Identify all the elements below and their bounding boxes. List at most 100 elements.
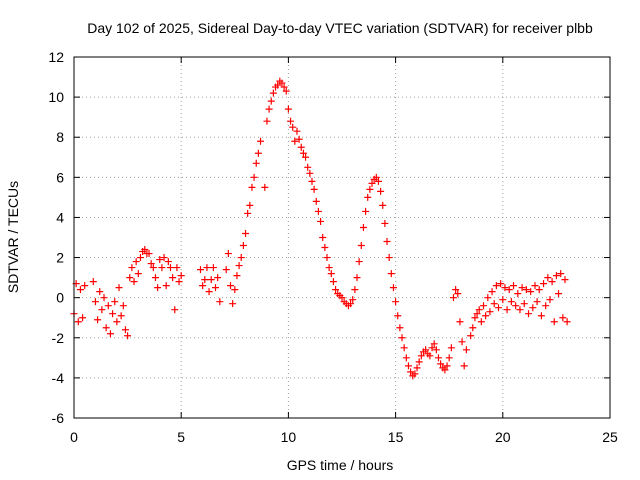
data-point — [250, 173, 258, 181]
data-point — [79, 314, 87, 322]
x-tick-label: 20 — [495, 429, 511, 445]
data-point — [269, 89, 277, 97]
data-point — [535, 286, 543, 294]
data-point — [387, 270, 395, 278]
data-point — [111, 298, 119, 306]
data-point — [261, 183, 269, 191]
data-point — [477, 318, 485, 326]
data-point — [109, 310, 117, 318]
data-point — [452, 286, 460, 294]
data-point — [542, 302, 550, 310]
data-point — [490, 300, 498, 308]
data-point — [222, 266, 230, 274]
data-point — [332, 286, 340, 294]
data-point — [447, 344, 455, 352]
data-point — [426, 352, 434, 360]
data-point — [282, 87, 290, 95]
data-point — [76, 286, 84, 294]
data-point — [456, 318, 464, 326]
data-point — [495, 304, 503, 312]
data-point — [115, 284, 123, 292]
data-point — [537, 312, 545, 320]
data-point — [130, 278, 138, 286]
data-point — [293, 127, 301, 135]
data-point — [460, 362, 468, 370]
data-point — [383, 238, 391, 246]
data-point — [231, 286, 239, 294]
data-point — [171, 306, 179, 314]
data-point — [402, 354, 410, 362]
data-point — [297, 143, 305, 151]
data-point — [104, 302, 112, 310]
data-point — [529, 304, 537, 312]
data-point — [325, 264, 333, 272]
data-point — [353, 274, 361, 282]
data-point — [550, 318, 558, 326]
data-point — [74, 318, 82, 326]
data-point — [246, 201, 254, 209]
y-tick-label: -6 — [52, 410, 65, 426]
data-point — [484, 294, 492, 302]
data-point — [563, 318, 571, 326]
data-point — [396, 324, 404, 332]
data-point — [242, 229, 250, 237]
data-point — [160, 254, 168, 262]
data-point — [278, 79, 286, 87]
data-point — [507, 298, 515, 306]
data-point — [540, 280, 548, 288]
data-point — [527, 288, 535, 296]
data-point — [147, 260, 155, 268]
data-point — [145, 250, 153, 258]
data-point — [162, 282, 170, 290]
data-point — [492, 282, 500, 290]
data-point — [91, 298, 99, 306]
data-point — [227, 282, 235, 290]
data-point — [295, 135, 303, 143]
data-point — [94, 316, 102, 324]
data-point — [306, 169, 314, 177]
data-point — [280, 83, 288, 91]
data-point — [233, 272, 241, 280]
data-point — [441, 366, 449, 374]
data-point — [404, 362, 412, 370]
data-point — [141, 246, 149, 254]
data-point — [497, 280, 505, 288]
data-point — [117, 312, 125, 320]
data-point — [216, 298, 224, 306]
data-point — [417, 352, 425, 360]
data-series-sdtvar — [70, 77, 571, 380]
data-point — [449, 294, 457, 302]
data-point — [102, 324, 110, 332]
data-point — [394, 312, 402, 320]
data-point — [357, 242, 365, 250]
x-tick-label: 0 — [70, 429, 78, 445]
x-axis-label: GPS time / hours — [287, 457, 394, 473]
y-tick-label: -2 — [52, 330, 65, 346]
data-point — [265, 105, 273, 113]
data-point — [207, 276, 215, 284]
data-point — [372, 173, 380, 181]
data-point — [244, 209, 252, 217]
data-point — [134, 270, 142, 278]
data-point — [437, 360, 445, 368]
data-point — [196, 266, 204, 274]
data-point — [389, 284, 397, 292]
data-point — [422, 346, 430, 354]
y-tick-label: 12 — [48, 49, 64, 65]
data-point — [284, 105, 292, 113]
data-point — [514, 290, 522, 298]
data-point — [252, 159, 260, 167]
data-point — [257, 137, 265, 145]
chart-title: Day 102 of 2025, Sidereal Day-to-day VTE… — [87, 20, 593, 36]
data-point — [304, 163, 312, 171]
data-point — [480, 302, 488, 310]
data-point — [559, 314, 567, 322]
data-point — [314, 207, 322, 215]
data-point — [428, 344, 436, 352]
data-point — [522, 286, 530, 294]
data-point — [126, 274, 134, 282]
data-point — [411, 370, 419, 378]
data-point — [362, 207, 370, 215]
data-point — [239, 242, 247, 250]
data-point — [291, 137, 299, 145]
